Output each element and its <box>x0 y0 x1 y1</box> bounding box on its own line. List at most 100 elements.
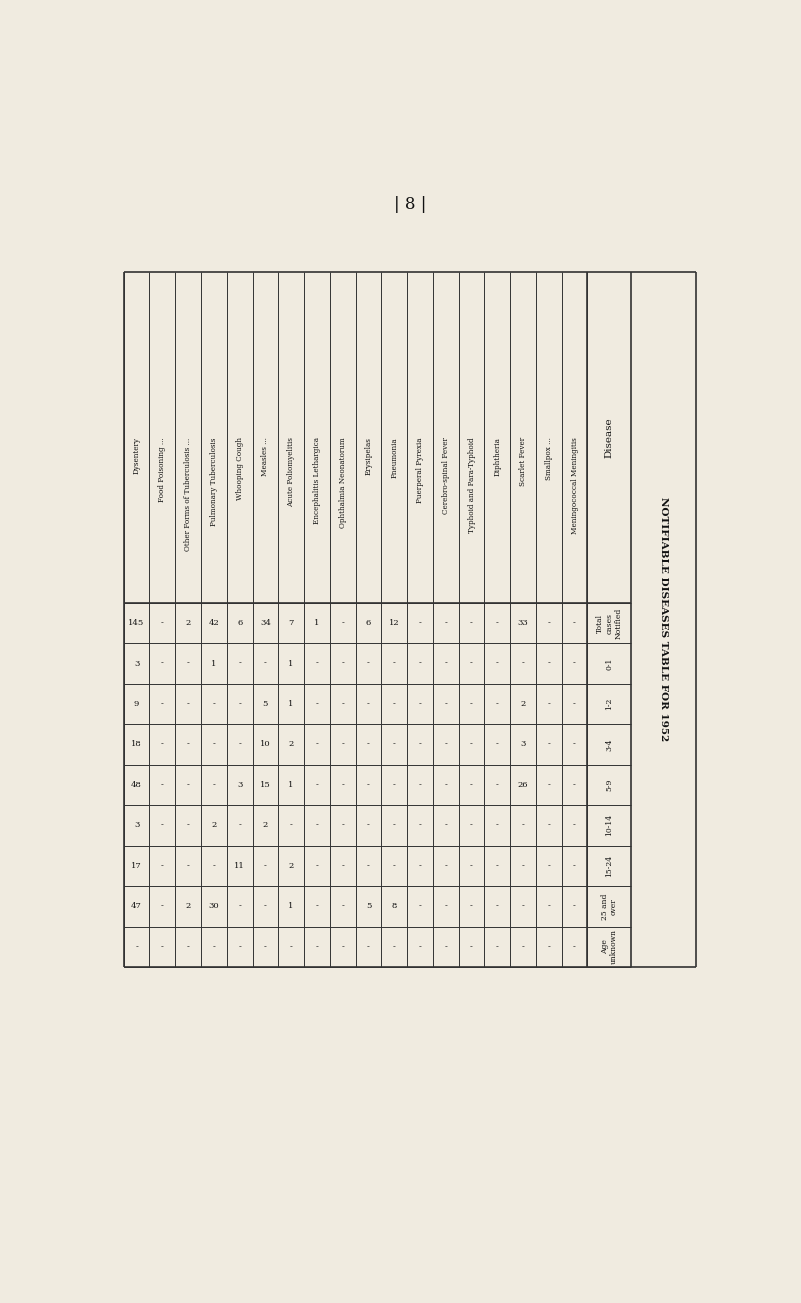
Text: -: - <box>187 659 190 667</box>
Text: -: - <box>316 700 318 708</box>
Text: Age
unknown: Age unknown <box>601 929 618 964</box>
Text: -: - <box>161 619 163 627</box>
Text: -: - <box>573 659 576 667</box>
Text: -: - <box>547 943 550 951</box>
Text: Whooping Cough: Whooping Cough <box>235 438 244 500</box>
Text: -: - <box>419 659 421 667</box>
Text: -: - <box>547 700 550 708</box>
Text: 6: 6 <box>366 619 371 627</box>
Text: 1: 1 <box>288 903 294 911</box>
Text: 1: 1 <box>314 619 320 627</box>
Text: 5: 5 <box>263 700 268 708</box>
Text: -: - <box>521 943 525 951</box>
Text: -: - <box>341 740 344 748</box>
Text: 30: 30 <box>208 903 219 911</box>
Text: -: - <box>341 943 344 951</box>
Text: Erysipelas: Erysipelas <box>364 438 372 476</box>
Text: -: - <box>470 943 473 951</box>
Text: -: - <box>470 659 473 667</box>
Text: 10-14: 10-14 <box>606 814 613 837</box>
Text: 17: 17 <box>131 861 142 870</box>
Text: -: - <box>547 740 550 748</box>
Text: 8: 8 <box>392 903 397 911</box>
Text: -: - <box>470 619 473 627</box>
Text: -: - <box>392 740 396 748</box>
Text: Diphtheria: Diphtheria <box>493 438 501 476</box>
Text: 1: 1 <box>288 700 294 708</box>
Text: -: - <box>496 700 499 708</box>
Text: 2: 2 <box>288 861 294 870</box>
Text: -: - <box>573 903 576 911</box>
Text: -: - <box>187 700 190 708</box>
Text: -: - <box>187 943 190 951</box>
Text: 1-2: 1-2 <box>606 698 613 710</box>
Text: -: - <box>392 821 396 830</box>
Text: 1: 1 <box>288 780 294 788</box>
Text: -: - <box>135 943 138 951</box>
Text: -: - <box>445 943 447 951</box>
Text: -: - <box>470 861 473 870</box>
Text: 3: 3 <box>134 821 139 830</box>
Text: -: - <box>573 861 576 870</box>
Text: -: - <box>521 659 525 667</box>
Text: -: - <box>496 659 499 667</box>
Text: 1: 1 <box>211 659 216 667</box>
Text: -: - <box>341 861 344 870</box>
Text: -: - <box>496 780 499 788</box>
Text: -: - <box>212 943 215 951</box>
Text: Pulmonary Tuberculosis: Pulmonary Tuberculosis <box>210 438 218 525</box>
Text: -: - <box>367 780 370 788</box>
Text: -: - <box>547 619 550 627</box>
Text: -: - <box>547 659 550 667</box>
Text: -: - <box>470 821 473 830</box>
Text: -: - <box>187 780 190 788</box>
Text: Typhoid and Para-Typhoid: Typhoid and Para-Typhoid <box>468 438 476 533</box>
Text: 11: 11 <box>234 861 245 870</box>
Text: -: - <box>573 700 576 708</box>
Text: -: - <box>238 903 241 911</box>
Text: -: - <box>316 659 318 667</box>
Text: -: - <box>212 780 215 788</box>
Text: -: - <box>367 861 370 870</box>
Text: Food Poisoning ...: Food Poisoning ... <box>159 438 167 502</box>
Text: Disease: Disease <box>605 417 614 457</box>
Text: 0-1: 0-1 <box>606 657 613 670</box>
Text: 3-4: 3-4 <box>606 739 613 751</box>
Text: -: - <box>445 619 447 627</box>
Text: -: - <box>341 780 344 788</box>
Text: -: - <box>445 780 447 788</box>
Text: | 8 |: | 8 | <box>394 195 427 212</box>
Text: Other Forms of Tuberculosis ...: Other Forms of Tuberculosis ... <box>184 438 192 551</box>
Text: -: - <box>316 821 318 830</box>
Text: -: - <box>290 943 292 951</box>
Text: -: - <box>573 943 576 951</box>
Text: -: - <box>419 821 421 830</box>
Text: -: - <box>238 821 241 830</box>
Text: Dysentery: Dysentery <box>133 438 141 474</box>
Text: -: - <box>367 659 370 667</box>
Text: -: - <box>161 861 163 870</box>
Text: -: - <box>341 659 344 667</box>
Text: -: - <box>573 780 576 788</box>
Text: -: - <box>238 943 241 951</box>
Text: -: - <box>496 740 499 748</box>
Text: 15: 15 <box>260 780 271 788</box>
Text: -: - <box>547 903 550 911</box>
Text: -: - <box>238 740 241 748</box>
Text: -: - <box>367 740 370 748</box>
Text: 5-9: 5-9 <box>606 779 613 791</box>
Text: Encephalitis Lethargica: Encephalitis Lethargica <box>313 438 321 524</box>
Text: -: - <box>419 619 421 627</box>
Text: -: - <box>161 659 163 667</box>
Text: -: - <box>445 903 447 911</box>
Text: -: - <box>521 861 525 870</box>
Text: -: - <box>264 903 267 911</box>
Text: -: - <box>547 861 550 870</box>
Text: -: - <box>238 659 241 667</box>
Text: -: - <box>316 740 318 748</box>
Text: -: - <box>445 740 447 748</box>
Text: Cerebro-spinal Fever: Cerebro-spinal Fever <box>441 438 449 515</box>
Text: -: - <box>341 903 344 911</box>
Text: -: - <box>445 861 447 870</box>
Text: -: - <box>496 943 499 951</box>
